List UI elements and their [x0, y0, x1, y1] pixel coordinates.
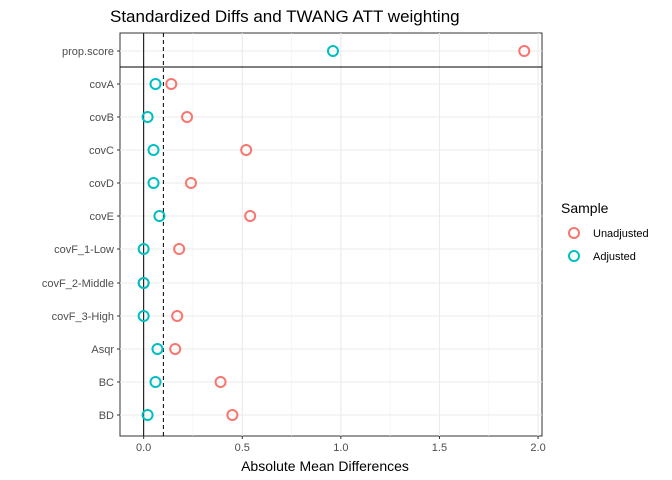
chart-title: Standardized Diffs and TWANG ATT weighti…	[110, 7, 460, 26]
legend-key-adjusted	[568, 250, 580, 262]
point-unadjusted-covc	[240, 144, 253, 156]
point-adjusted-bc	[149, 376, 162, 388]
y-tick-label: covC	[89, 145, 114, 157]
point-unadjusted-covf-3-high	[171, 310, 184, 322]
x-tick-label: 0.0	[136, 442, 151, 454]
y-tick-label: BC	[99, 377, 114, 389]
legend-label-unadjusted: Unadjusted	[593, 228, 649, 240]
y-tick-label: covA	[90, 79, 115, 91]
point-adjusted-asqr	[151, 343, 164, 355]
point-adjusted-bd	[141, 409, 154, 421]
data-points	[137, 45, 531, 421]
x-tick-label: 1.0	[333, 442, 348, 454]
legend-title: Sample	[561, 200, 609, 216]
point-unadjusted-cova	[165, 78, 178, 90]
x-tick-label: 1.5	[432, 442, 447, 454]
point-unadjusted-prop-score	[518, 45, 531, 57]
grid-lines	[120, 33, 542, 436]
point-adjusted-cova	[149, 78, 162, 90]
point-unadjusted-covb	[181, 111, 194, 123]
point-adjusted-covc	[147, 144, 160, 156]
point-unadjusted-cove	[244, 210, 257, 222]
point-adjusted-prop-score	[326, 45, 339, 57]
y-tick-label: covF_3-High	[52, 311, 114, 323]
reference-lines	[120, 33, 542, 436]
point-unadjusted-covd	[184, 177, 197, 189]
y-tick-label: covF_1-Low	[54, 244, 114, 256]
point-unadjusted-bd	[226, 409, 239, 421]
y-tick-label: covE	[90, 211, 114, 223]
x-axis-labels: 0.0 0.5 1.0 1.5 2.0	[136, 436, 546, 454]
y-axis-labels: prop.score covA covB covC covD covE covF_1-Low…	[42, 46, 120, 422]
y-tick-label: covF_2-Middle	[42, 278, 114, 290]
legend: Sample Unadjusted Adjusted	[561, 200, 649, 263]
point-adjusted-covf-2-middle	[137, 277, 150, 289]
point-unadjusted-covf-1-low	[173, 243, 186, 255]
point-unadjusted-bc	[214, 376, 227, 388]
y-tick-label: Asqr	[91, 344, 114, 356]
plot-panel	[119, 32, 543, 437]
x-tick-label: 2.0	[530, 442, 545, 454]
point-adjusted-covf-3-high	[137, 310, 150, 322]
y-tick-label: covD	[89, 178, 114, 190]
legend-label-adjusted: Adjusted	[593, 251, 636, 263]
point-adjusted-cove	[153, 210, 166, 222]
x-axis-title: Absolute Mean Differences	[241, 458, 409, 474]
y-tick-label: prop.score	[62, 46, 114, 58]
point-adjusted-covf-1-low	[137, 243, 150, 255]
x-tick-label: 0.5	[235, 442, 250, 454]
y-tick-label: BD	[99, 410, 114, 422]
point-adjusted-covb	[141, 111, 154, 123]
point-adjusted-covd	[147, 177, 160, 189]
y-tick-label: covB	[90, 112, 114, 124]
legend-key-unadjusted	[568, 227, 580, 239]
point-unadjusted-asqr	[169, 343, 182, 355]
